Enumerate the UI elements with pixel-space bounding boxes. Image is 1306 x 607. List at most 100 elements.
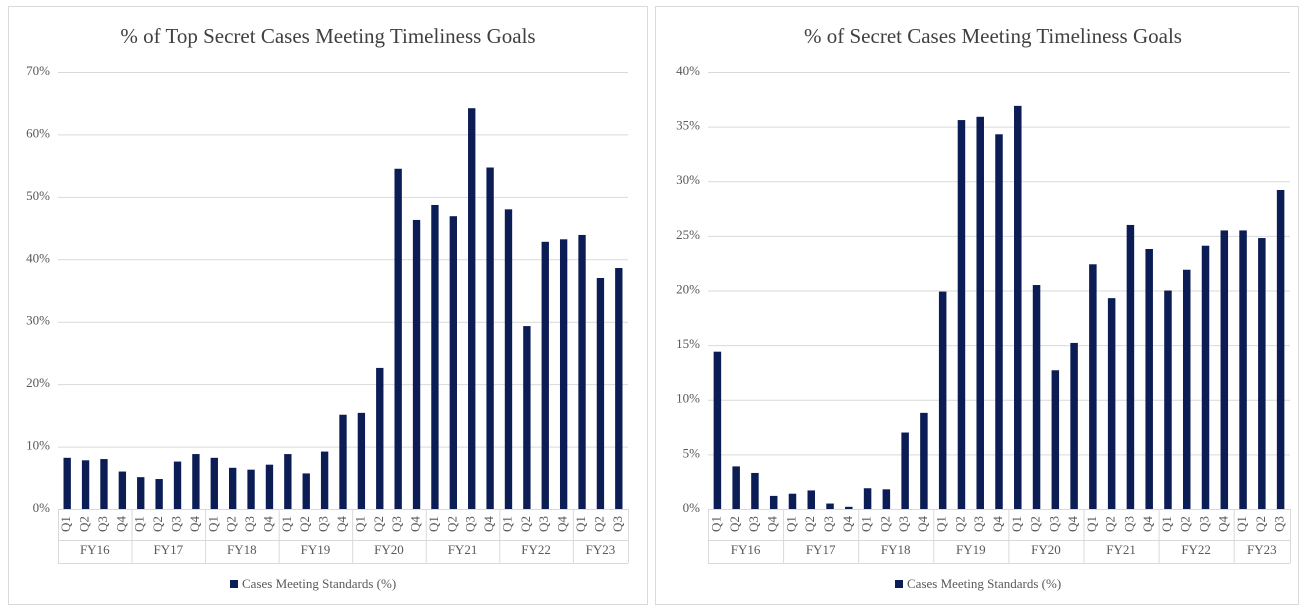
bar <box>320 451 329 509</box>
legend-label: Cases Meeting Standards (%) <box>907 576 1061 591</box>
x-tick-label: Q1 <box>708 516 723 532</box>
x-tick-label: Q3 <box>536 516 551 532</box>
x-tick-label: Q4 <box>840 516 855 532</box>
x-tick-label: Q1 <box>1159 516 1174 532</box>
bar <box>523 326 531 509</box>
group-label: FY19 <box>301 542 331 557</box>
bar <box>938 291 947 509</box>
x-tick-label: Q4 <box>555 516 570 532</box>
bar <box>1201 245 1210 509</box>
group-label: FY18 <box>227 542 257 557</box>
y-tick-label: 10% <box>26 438 50 453</box>
bar <box>468 108 476 510</box>
x-tick-label: Q2 <box>727 516 742 532</box>
bar <box>339 414 347 509</box>
bar <box>769 495 778 509</box>
y-tick-label: 25% <box>676 227 700 242</box>
x-tick-label: Q3 <box>971 516 986 532</box>
bar <box>1014 105 1022 510</box>
x-tick-label: Q2 <box>77 516 92 532</box>
bar <box>1145 248 1153 510</box>
bar <box>1126 224 1135 509</box>
bar <box>1051 370 1060 509</box>
group-label: FY22 <box>1181 542 1211 557</box>
x-tick-label: Q3 <box>610 516 625 532</box>
x-tick-label: Q1 <box>499 516 514 532</box>
bar <box>882 489 891 509</box>
x-tick-label: Q4 <box>915 516 930 532</box>
bar <box>1107 298 1116 509</box>
bar <box>957 120 966 509</box>
y-tick-label: 20% <box>26 375 50 390</box>
x-tick-label: Q2 <box>952 516 967 532</box>
group-label: FY16 <box>731 542 761 557</box>
bar <box>486 167 494 509</box>
bar <box>1276 189 1285 510</box>
y-tick-label: 40% <box>26 250 50 265</box>
x-tick-label: Q4 <box>1065 516 1080 532</box>
bar <box>713 351 722 509</box>
x-tick-label: Q1 <box>205 516 220 532</box>
bar <box>357 412 366 509</box>
bar <box>541 241 549 509</box>
x-tick-label: Q2 <box>1178 516 1193 532</box>
x-tick-label: Q1 <box>1009 516 1024 532</box>
y-tick-label: 0% <box>683 500 701 515</box>
bar <box>1182 269 1191 509</box>
group-label: FY23 <box>1247 542 1277 557</box>
bar <box>302 473 310 509</box>
bar <box>615 268 623 509</box>
x-tick-label: Q3 <box>389 516 404 532</box>
bar <box>845 506 853 509</box>
x-tick-label: Q3 <box>242 516 257 532</box>
x-tick-label: Q4 <box>334 516 349 532</box>
bar <box>137 477 145 509</box>
bar <box>81 460 90 509</box>
x-tick-label: Q1 <box>859 516 874 532</box>
x-tick-label: Q2 <box>371 516 386 532</box>
x-tick-label: Q2 <box>444 516 459 532</box>
bar <box>596 278 605 509</box>
x-tick-label: Q1 <box>783 516 798 532</box>
chart-title: % of Top Secret Cases Meeting Timeliness… <box>120 24 535 48</box>
group-label: FY22 <box>521 542 551 557</box>
group-label: FY17 <box>806 542 836 557</box>
x-tick-label: Q1 <box>132 516 147 532</box>
x-tick-label: Q4 <box>113 516 128 532</box>
group-label: FY21 <box>448 542 478 557</box>
y-tick-label: 60% <box>26 125 50 140</box>
bar <box>732 466 740 509</box>
panel <box>8 6 648 605</box>
y-tick-label: 5% <box>683 445 701 460</box>
x-tick-label: Q3 <box>746 516 761 532</box>
bar <box>559 239 568 509</box>
x-tick-label: Q3 <box>1272 516 1287 532</box>
y-tick-label: 30% <box>26 313 50 328</box>
y-tick-label: 10% <box>676 391 700 406</box>
group-label: FY23 <box>586 542 616 557</box>
y-tick-label: 40% <box>676 63 700 78</box>
x-tick-label: Q2 <box>591 516 606 532</box>
bar <box>155 479 163 509</box>
legend-swatch <box>230 580 238 588</box>
bar <box>504 209 513 510</box>
bar <box>901 432 909 509</box>
x-tick-label: Q1 <box>279 516 294 532</box>
y-tick-label: 15% <box>676 336 700 351</box>
x-tick-label: Q2 <box>1103 516 1118 532</box>
bar <box>376 367 384 509</box>
bar <box>63 457 71 509</box>
bar <box>229 467 237 509</box>
x-tick-label: Q2 <box>802 516 817 532</box>
legend-label: Cases Meeting Standards (%) <box>242 576 396 591</box>
bar <box>192 454 200 509</box>
y-tick-label: 30% <box>676 172 700 187</box>
x-tick-label: Q1 <box>426 516 441 532</box>
bar <box>173 461 182 509</box>
bar <box>247 469 255 509</box>
x-tick-label: Q3 <box>1197 516 1212 532</box>
x-tick-label: Q4 <box>408 516 423 532</box>
x-tick-label: Q3 <box>316 516 331 532</box>
group-label: FY16 <box>80 542 110 557</box>
